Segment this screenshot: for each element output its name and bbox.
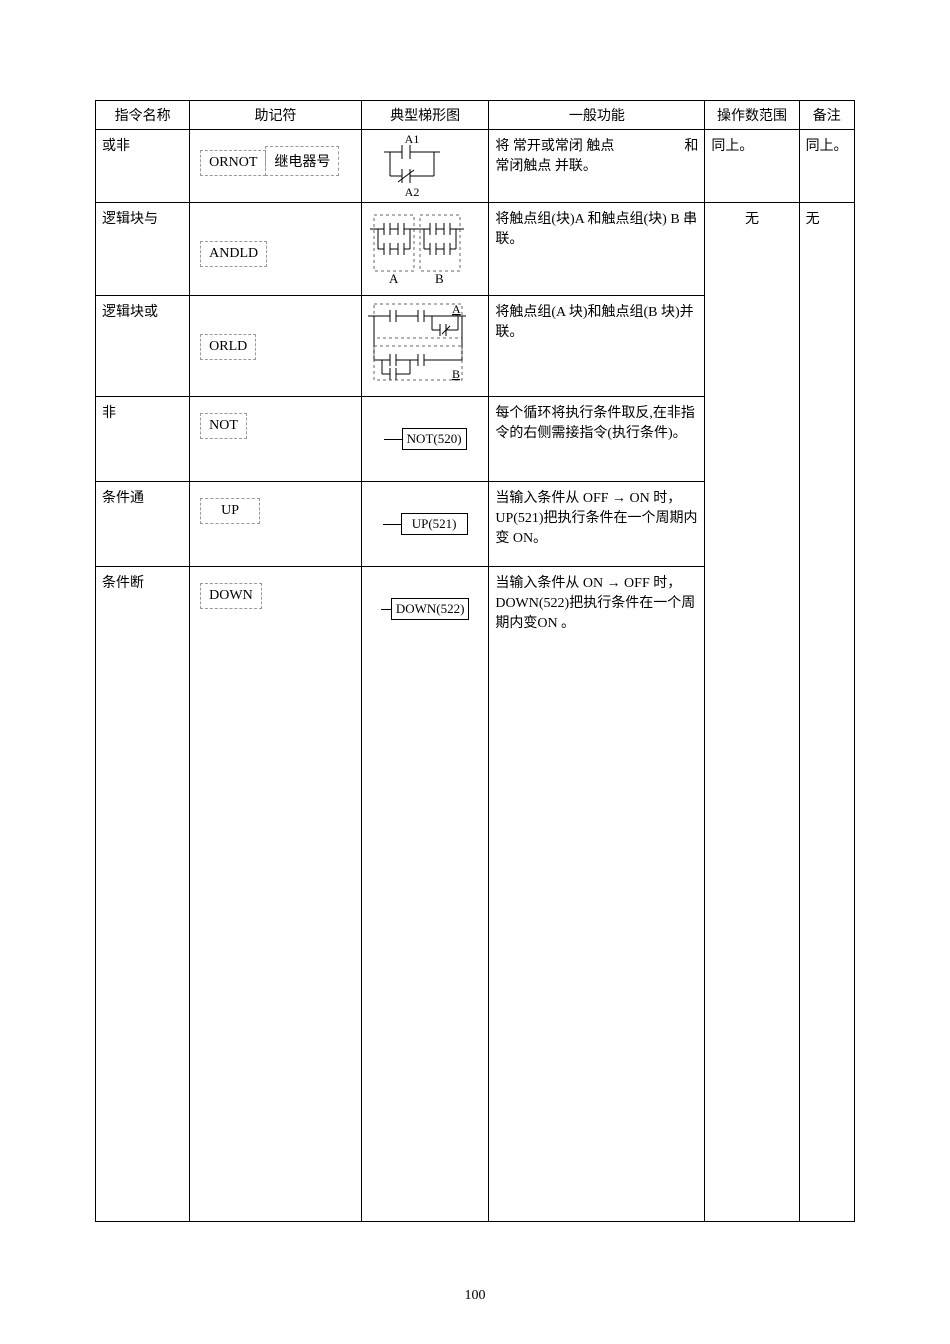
ornot-range: 同上。 — [705, 130, 799, 203]
svg-text:A: A — [452, 302, 461, 316]
svg-text:B: B — [452, 367, 460, 381]
orld-mnemonic: ORLD — [190, 296, 362, 397]
not-mnemonic-box: NOT — [200, 413, 247, 439]
ornot-name: 或非 — [96, 130, 190, 203]
not-mnemonic: NOT — [190, 397, 362, 482]
ornot-remark: 同上。 — [799, 130, 854, 203]
not-diagram: NOT(520) — [361, 397, 488, 482]
andld-func: 将触点组(块)A 和触点组(块) B 串联。 — [489, 203, 705, 296]
andld-remark: 无 — [799, 203, 854, 652]
row-ornot: 或非 ORNOT继电器号 A1 A2 — [96, 130, 855, 203]
header-row: 指令名称 助记符 典型梯形图 一般功能 操作数范围 备注 — [96, 101, 855, 130]
ornot-func-l1b: 和 — [684, 135, 698, 155]
down-func: 当输入条件从 ON → OFF 时，DOWN(522)把执行条件在一个周期内变O… — [489, 567, 705, 652]
header-function: 一般功能 — [489, 101, 705, 130]
up-lead-icon — [383, 524, 401, 525]
ornot-mnemonic-box1: ORNOT — [200, 150, 266, 176]
orld-ladder-icon: A B — [362, 296, 472, 396]
andld-diagram: A B — [361, 203, 488, 296]
up-mnemonic-box: UP — [200, 498, 260, 524]
not-name: 非 — [96, 397, 190, 482]
svg-text:A: A — [389, 271, 399, 286]
up-diagram: UP(521) — [361, 482, 488, 567]
ornot-ladder-icon: A1 A2 — [362, 130, 462, 202]
ornot-mnemonic: ORNOT继电器号 — [190, 130, 362, 203]
header-remark: 备注 — [799, 101, 854, 130]
spacer-row — [96, 651, 855, 1222]
header-range: 操作数范围 — [705, 101, 799, 130]
orld-name: 逻辑块或 — [96, 296, 190, 397]
header-ladder: 典型梯形图 — [361, 101, 488, 130]
svg-text:B: B — [435, 271, 444, 286]
andld-mnemonic: ANDLD — [190, 203, 362, 296]
up-box-label: UP(521) — [401, 513, 468, 535]
andld-range: 无 — [705, 203, 799, 652]
up-name: 条件通 — [96, 482, 190, 567]
svg-text:A2: A2 — [405, 185, 420, 199]
ornot-diagram: A1 A2 — [361, 130, 488, 203]
up-func: 当输入条件从 OFF → ON 时，UP(521)把执行条件在一个周期内变 ON… — [489, 482, 705, 567]
orld-diagram: A B — [361, 296, 488, 397]
andld-ladder-icon: A B — [362, 203, 472, 295]
down-box-label: DOWN(522) — [391, 598, 470, 620]
down-diagram: DOWN(522) — [361, 567, 488, 652]
andld-name: 逻辑块与 — [96, 203, 190, 296]
svg-text:A1: A1 — [405, 132, 420, 146]
orld-mnemonic-box: ORLD — [200, 334, 256, 360]
ornot-mnemonic-box2: 继电器号 — [265, 146, 339, 176]
andld-mnemonic-box: ANDLD — [200, 241, 267, 267]
ornot-func: 将 常开或常闭 触点 和 常闭触点 并联。 — [489, 130, 705, 203]
not-box-label: NOT(520) — [402, 428, 467, 450]
page-number: 100 — [0, 1288, 950, 1304]
ornot-func-l1a: 将 常开或常闭 触点 — [495, 135, 614, 155]
ornot-func-l2: 常闭触点 并联。 — [495, 155, 698, 175]
page: 指令名称 助记符 典型梯形图 一般功能 操作数范围 备注 或非 ORNOT继电器… — [0, 0, 950, 1344]
row-andld: 逻辑块与 ANDLD — [96, 203, 855, 296]
not-func: 每个循环将执行条件取反,在非指令的右侧需接指令(执行条件)。 — [489, 397, 705, 482]
header-mnemonic: 助记符 — [190, 101, 362, 130]
instruction-table: 指令名称 助记符 典型梯形图 一般功能 操作数范围 备注 或非 ORNOT继电器… — [95, 100, 855, 1222]
down-name: 条件断 — [96, 567, 190, 652]
not-lead-icon — [384, 439, 402, 440]
orld-func: 将触点组(A 块)和触点组(B 块)并联。 — [489, 296, 705, 397]
down-mnemonic: DOWN — [190, 567, 362, 652]
up-mnemonic: UP — [190, 482, 362, 567]
down-lead-icon — [381, 609, 391, 610]
down-mnemonic-box: DOWN — [200, 583, 262, 609]
header-name: 指令名称 — [96, 101, 190, 130]
